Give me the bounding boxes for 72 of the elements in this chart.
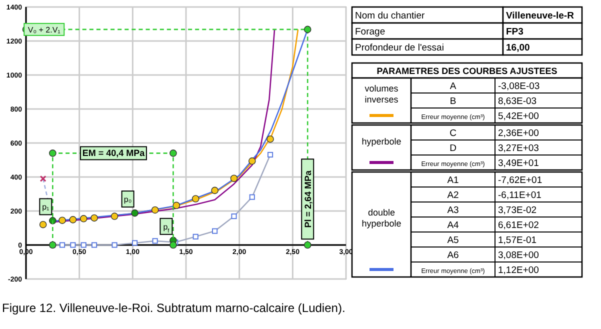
point [112,242,118,248]
text: PARAMETRES DES COURBES AJUSTEES [376,66,558,76]
category-label: Forage [355,26,386,38]
point [192,195,200,202]
point [110,212,118,220]
point [49,150,56,157]
text: -7,62E+01 [498,175,542,186]
annotation: p$_{f}$ [163,222,170,234]
text: 6,61E+02 [498,220,539,231]
text: 3,27E+03 [498,143,539,154]
annotation: V₀ + 2.V₁ [28,25,61,34]
point [267,152,274,158]
point [170,241,177,249]
text: 1,57E-01 [498,235,537,246]
point [151,206,159,214]
text: Villeneuve-le-R [506,10,574,22]
text: FP3 [506,26,524,38]
point [230,174,238,182]
text: 3,73E-02 [498,205,537,216]
point [304,241,312,249]
category-label: A1 [447,175,459,186]
point [40,175,46,182]
point [59,242,66,248]
category-label: A5 [447,235,459,246]
text: 8,63E-03 [498,96,537,107]
text: 16,00 [506,42,530,54]
category-label: Nom du chantier [355,10,425,22]
category-label: A6 [447,250,459,261]
category-label: A2 [447,190,459,201]
point [304,26,312,34]
point [249,194,255,200]
point [248,157,256,165]
text: 1,12E+00 [498,265,539,276]
point [172,202,180,210]
point [211,186,218,194]
category-label: C [450,128,457,139]
point [131,209,138,217]
text: 5,42E+00 [498,111,539,122]
point [90,214,98,222]
annotation: Pl = 2,64 MPa [303,169,314,228]
point [80,242,86,248]
caption: Figure 12. Villeneuve-le-Roi. Subtratum marno-calcaire (Ludien). [2,301,346,315]
point [39,220,47,228]
text: double hyperbole [362,208,402,228]
annotation: p₀ [124,195,132,204]
category-label: B [450,96,456,107]
point [58,216,66,224]
annotation: p₁ [42,202,50,212]
point [212,228,218,234]
text: -6,11E+01 [498,190,542,201]
point [80,215,88,222]
category-label: A3 [447,205,459,216]
text: 2,36E+00 [498,128,539,139]
point [266,135,274,143]
point [152,238,158,244]
category-label: A4 [447,220,459,231]
point [231,213,237,220]
text: volumes inverses [364,84,399,104]
point [91,242,98,248]
category-label: D [450,143,457,154]
text: 3,08E+00 [498,250,539,261]
category-label: Profondeur de l'essai [355,42,444,54]
text: hyperbole [362,136,402,146]
text: 3,49E+01 [498,158,539,169]
text: -3,08E-03 [498,81,540,92]
category-label: A [450,81,457,92]
annotation: EM = 40,4 MPa [82,148,146,158]
point [170,150,177,157]
point [132,240,138,246]
point [70,242,76,248]
point [192,234,198,240]
point [69,216,77,224]
